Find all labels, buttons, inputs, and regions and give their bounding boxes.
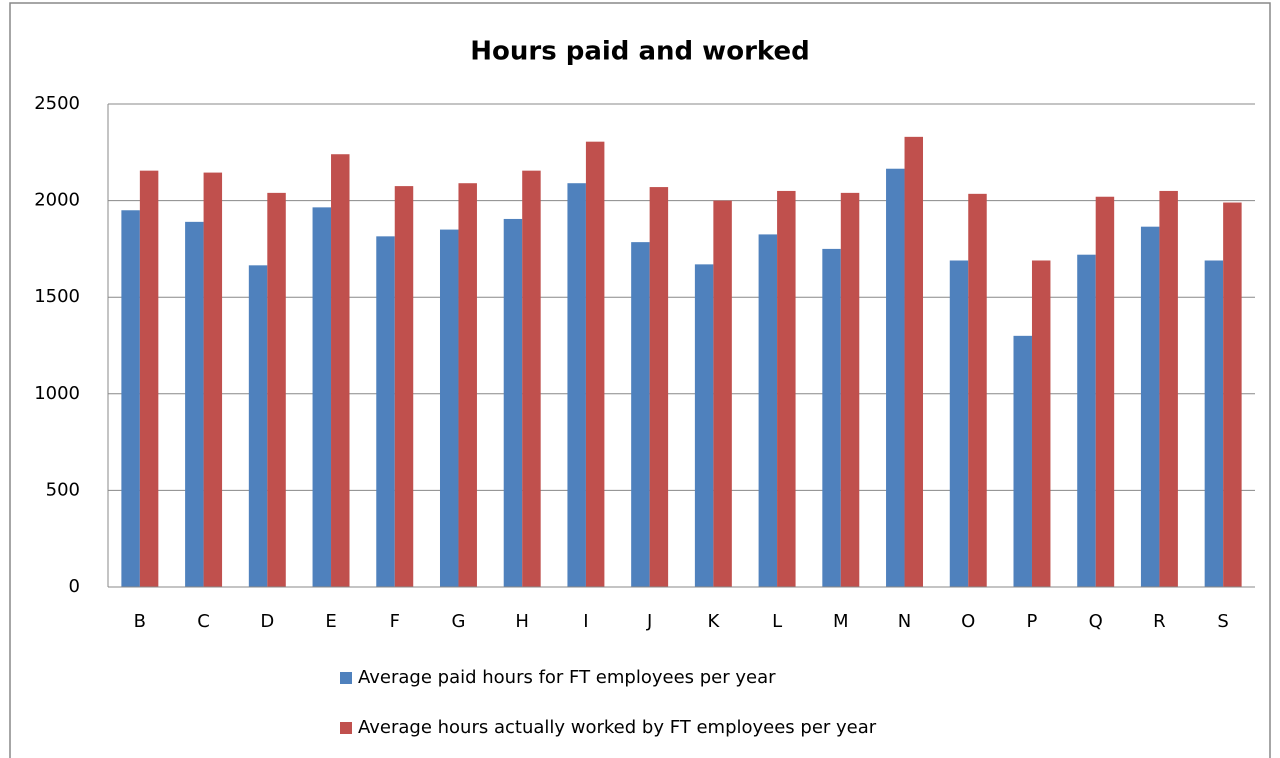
chart-title: Hours paid and worked	[470, 37, 809, 67]
x-tick-label: L	[772, 611, 782, 632]
bar	[331, 154, 350, 587]
bar	[968, 193, 987, 587]
bar	[567, 183, 586, 587]
bar	[949, 260, 969, 587]
bar	[758, 234, 778, 587]
bar	[649, 187, 669, 588]
x-tick-label: E	[325, 611, 336, 632]
bar	[777, 190, 796, 587]
y-tick-label: 500	[46, 479, 80, 500]
bar	[376, 236, 395, 588]
x-tick-label: F	[390, 611, 400, 632]
bar	[439, 229, 459, 587]
legend-label: Average paid hours for FT employees per …	[358, 667, 776, 688]
bar	[203, 172, 223, 587]
bar	[503, 218, 523, 588]
bar	[248, 265, 268, 587]
chart-frame	[9, 2, 1271, 758]
x-tick-label: N	[898, 611, 911, 632]
x-tick-label: G	[451, 611, 465, 632]
x-tick-label: I	[583, 611, 588, 632]
y-tick-label: 1500	[34, 286, 80, 307]
x-tick-label: O	[961, 611, 975, 632]
legend-swatch	[340, 672, 352, 684]
x-tick-label: C	[197, 611, 210, 632]
bar	[694, 264, 714, 587]
bar	[713, 200, 732, 587]
bar	[904, 136, 924, 587]
bar	[185, 221, 204, 588]
y-tick-label: 1000	[34, 383, 80, 404]
x-tick-label: D	[260, 611, 274, 632]
x-tick-label: Q	[1089, 611, 1103, 632]
x-tick-label: K	[707, 611, 720, 632]
bar	[822, 248, 841, 587]
bar	[1204, 260, 1224, 587]
bar	[840, 192, 860, 587]
bar	[1223, 202, 1242, 588]
bar	[1013, 335, 1032, 587]
bar	[394, 186, 414, 588]
y-tick-label: 0	[69, 576, 80, 597]
x-tick-label: S	[1217, 611, 1228, 632]
bar	[1159, 190, 1178, 587]
bar	[121, 210, 140, 587]
bar	[522, 170, 541, 588]
x-tick-label: P	[1027, 611, 1038, 632]
legend-label: Average hours actually worked by FT empl…	[358, 717, 877, 738]
bar	[1031, 260, 1051, 587]
x-tick-label: M	[833, 611, 849, 632]
bar	[458, 183, 477, 587]
x-tick-label: J	[646, 611, 652, 632]
bar	[1077, 254, 1096, 588]
bar	[139, 170, 159, 588]
bar	[1095, 196, 1115, 587]
bar	[267, 192, 286, 587]
x-tick-label: B	[134, 611, 146, 632]
bar	[312, 207, 332, 587]
bar	[631, 242, 650, 587]
bar	[1140, 226, 1160, 587]
bar	[886, 168, 905, 588]
bar	[585, 141, 605, 587]
legend-swatch	[340, 722, 352, 734]
x-tick-label: R	[1153, 611, 1166, 632]
y-tick-label: 2000	[34, 190, 80, 211]
x-tick-label: H	[515, 611, 529, 632]
y-tick-label: 2500	[34, 93, 80, 114]
